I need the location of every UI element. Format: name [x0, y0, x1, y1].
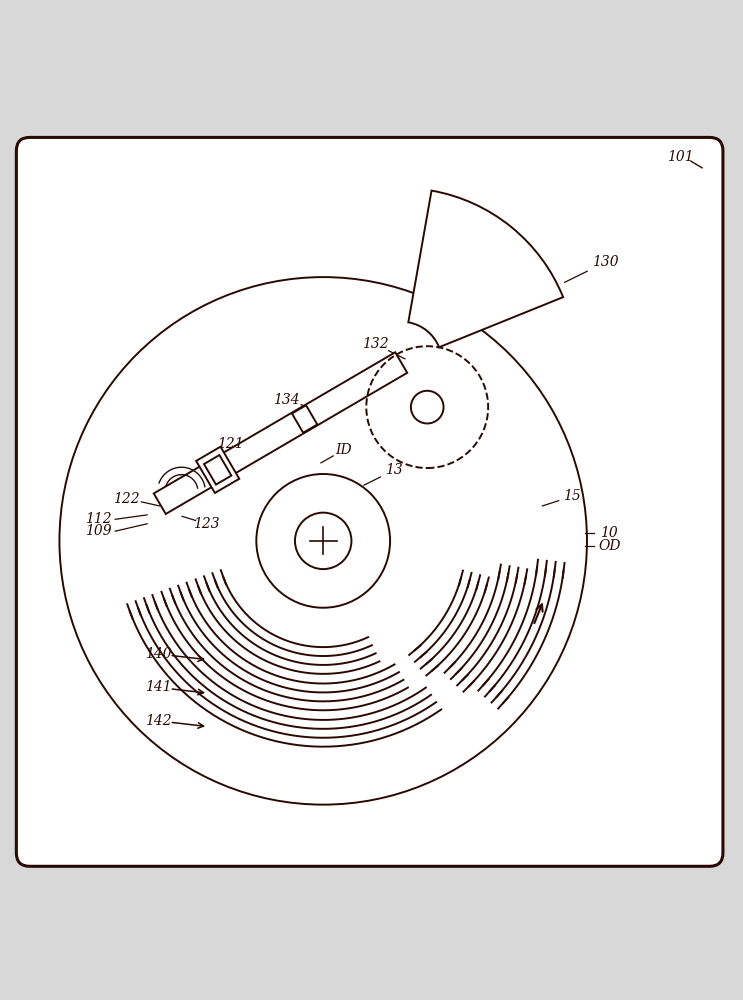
Text: 70: 70 — [205, 463, 223, 477]
Text: 141: 141 — [145, 680, 172, 694]
Text: 140: 140 — [145, 647, 172, 661]
Text: 130: 130 — [592, 255, 619, 269]
Polygon shape — [204, 455, 231, 485]
Polygon shape — [292, 405, 317, 433]
Text: 15: 15 — [563, 489, 581, 503]
Text: ID: ID — [335, 443, 351, 457]
Text: 109: 109 — [85, 524, 112, 538]
Text: OD: OD — [598, 539, 620, 553]
Text: 123: 123 — [193, 517, 220, 531]
FancyBboxPatch shape — [16, 137, 723, 866]
Text: 121: 121 — [217, 437, 244, 451]
Text: 13: 13 — [385, 463, 403, 477]
Text: 132: 132 — [362, 337, 389, 351]
Text: 10: 10 — [600, 526, 618, 540]
Wedge shape — [409, 191, 563, 347]
Text: 134: 134 — [273, 393, 299, 407]
Text: 101: 101 — [666, 150, 693, 164]
Polygon shape — [154, 352, 407, 514]
Text: 112: 112 — [85, 512, 112, 526]
Text: 142: 142 — [145, 714, 172, 728]
Text: 122: 122 — [113, 492, 140, 506]
Polygon shape — [196, 447, 239, 493]
